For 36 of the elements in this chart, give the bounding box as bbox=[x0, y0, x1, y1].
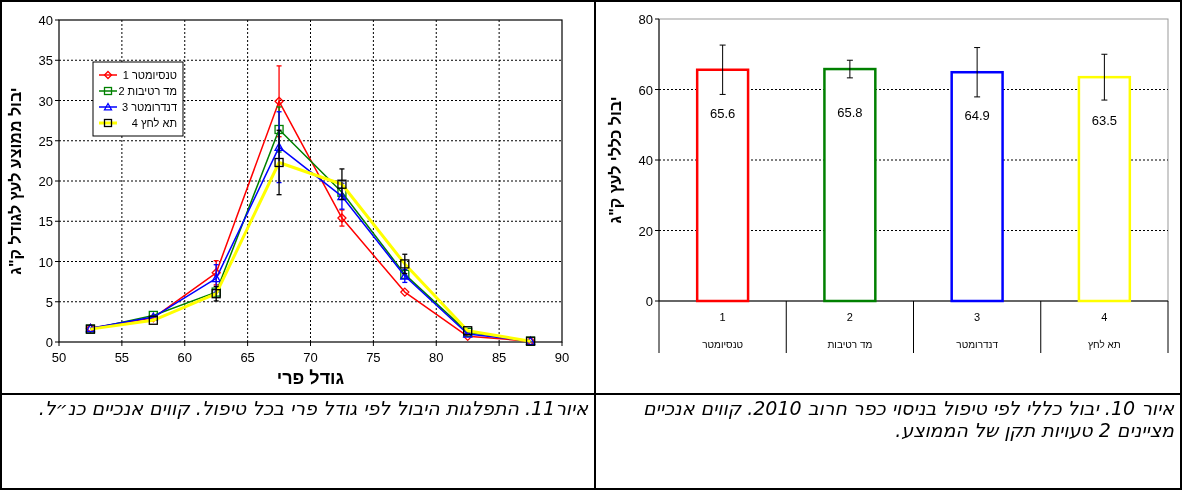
legend-label: דנדרומטר 3 bbox=[121, 101, 177, 113]
y-tick-label: 80 bbox=[638, 12, 653, 27]
text: איור 10. יבול כללי לפי טיפול בניסוי כפר חרוב 2010. קווים אנכיים מציינים 2 טעויות תקן של הממוצע. bbox=[641, 397, 1174, 441]
x-tick-label: 65 bbox=[240, 350, 255, 365]
legend-label: טנסיומטר 1 bbox=[122, 69, 177, 81]
x-axis-title: גודל פרי bbox=[276, 368, 345, 388]
x-tick-label: 70 bbox=[303, 350, 318, 365]
y-tick-label: 0 bbox=[645, 294, 653, 309]
y-tick-label: 25 bbox=[38, 133, 53, 149]
y-tick-label: 0 bbox=[45, 335, 53, 350]
y-axis-title: יבול כללי לעץ ק"ג bbox=[607, 96, 624, 224]
legend-label: מד רטיבות 2 bbox=[118, 85, 177, 97]
x-tick-label: 55 bbox=[114, 350, 130, 365]
y-tick-label: 5 bbox=[45, 294, 53, 310]
y-tick-label: 10 bbox=[38, 254, 53, 270]
x-tick-label: 50 bbox=[51, 350, 67, 365]
x-tick-label: 80 bbox=[429, 350, 444, 365]
text: איור11. התפלגות היבול לפי גודל פרי בכל טיפול. קווים אנכיים כנ״ל. bbox=[37, 397, 588, 419]
x-tick-label: 75 bbox=[366, 350, 381, 365]
y-tick-label: 60 bbox=[638, 82, 653, 98]
x-tick-label: 90 bbox=[554, 350, 570, 365]
data-label: 65.8 bbox=[837, 105, 863, 121]
data-label: 65.6 bbox=[709, 105, 736, 121]
legend-label: תא לחץ 4 bbox=[131, 117, 177, 129]
y-axis-title: יבול ממוצע לעץ לגודל ק"ג bbox=[7, 87, 24, 275]
data-label: 64.9 bbox=[964, 108, 990, 124]
y-tick-label: 35 bbox=[38, 53, 53, 69]
y-tick-label: 30 bbox=[38, 93, 53, 109]
y-tick-label: 40 bbox=[38, 13, 53, 28]
data-label: 63.5 bbox=[1091, 113, 1118, 129]
y-tick-label: 15 bbox=[38, 214, 53, 230]
y-tick-label: 20 bbox=[638, 223, 653, 239]
y-tick-label: 20 bbox=[38, 174, 53, 189]
y-tick-label: 40 bbox=[638, 153, 653, 168]
x-tick-label: 60 bbox=[177, 350, 192, 365]
x-tick-label: 85 bbox=[491, 350, 507, 365]
